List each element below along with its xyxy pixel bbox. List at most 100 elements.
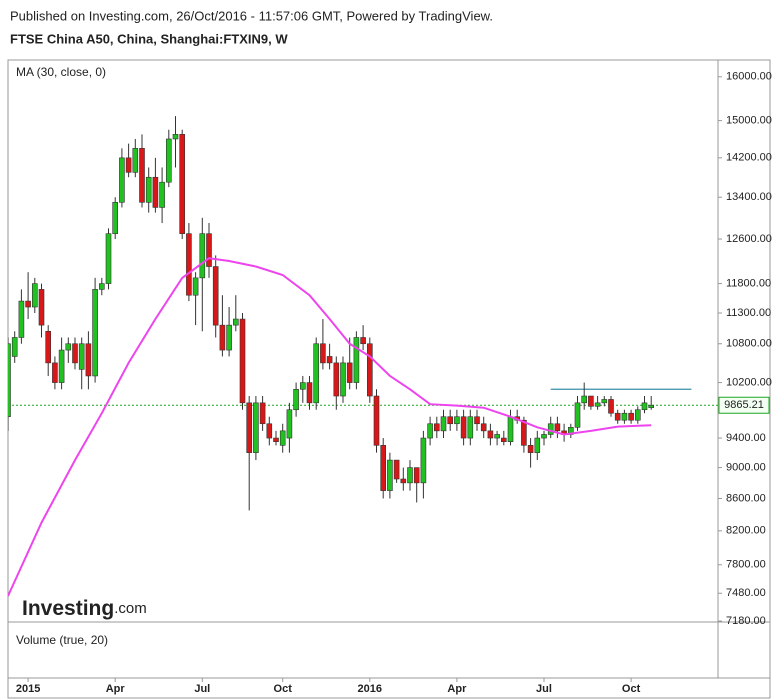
- candle-body: [340, 362, 346, 397]
- candle-body: [447, 416, 454, 425]
- candle-body: [65, 343, 72, 351]
- candle-body: [454, 416, 460, 425]
- y-tick-label: 8200.00: [726, 525, 766, 537]
- candle-body: [581, 395, 588, 404]
- y-tick-label: 7480.00: [726, 587, 766, 599]
- candle-body: [480, 423, 487, 432]
- candle-body: [500, 437, 507, 442]
- last-price-label: 9865.21: [724, 399, 764, 411]
- candle-body: [18, 300, 25, 338]
- candle-body: [641, 402, 648, 411]
- candle-body: [58, 349, 65, 383]
- candle-body: [112, 202, 118, 234]
- candle-body: [420, 437, 427, 484]
- candle-body: [192, 277, 199, 296]
- x-tick-label: Oct: [274, 683, 293, 695]
- candle-body: [360, 337, 366, 345]
- candle-body: [145, 176, 152, 203]
- logo-main: Investing: [22, 597, 114, 620]
- candle-body: [31, 283, 38, 308]
- candle-body: [521, 419, 527, 446]
- candle-body: [139, 148, 145, 203]
- candle-body: [219, 324, 226, 351]
- candle-body: [400, 478, 407, 484]
- x-tick-label: Jul: [194, 683, 210, 695]
- y-tick-label: 12600.00: [726, 233, 772, 245]
- candle-body: [393, 459, 400, 480]
- candle-body: [266, 423, 273, 439]
- candle-body: [105, 233, 112, 284]
- candle-body: [179, 134, 185, 234]
- candle-body: [547, 423, 554, 435]
- candle-body: [286, 409, 293, 439]
- x-tick-label: Apr: [106, 683, 126, 695]
- x-tick-label: Oct: [622, 683, 641, 695]
- candle-body: [320, 343, 326, 364]
- candle-body: [78, 343, 85, 370]
- candle-body: [353, 337, 360, 383]
- candle-body: [313, 343, 320, 404]
- y-tick-label: 7180.00: [726, 615, 766, 627]
- ma-line: [8, 257, 652, 597]
- y-tick-label: 16000.00: [726, 71, 772, 83]
- candle-body: [608, 399, 614, 414]
- candle-body: [387, 459, 393, 491]
- candle-body: [206, 233, 212, 267]
- candle-body: [11, 337, 18, 357]
- y-tick-label: 10200.00: [726, 376, 772, 388]
- candle-body: [233, 318, 239, 326]
- candle-body: [628, 412, 634, 421]
- candle-body: [440, 416, 447, 432]
- candle-body: [534, 437, 541, 453]
- candle-body: [554, 423, 561, 432]
- candle-body: [299, 382, 306, 390]
- candle-body: [273, 437, 279, 442]
- last-price-tag: [718, 396, 770, 414]
- y-tick-label: 14200.00: [726, 152, 772, 164]
- candle-body: [152, 176, 159, 208]
- y-tick-label: 11800.00: [726, 278, 771, 290]
- x-tick-label: Apr: [447, 683, 467, 695]
- candle-body: [413, 467, 420, 484]
- candle-body: [648, 404, 655, 408]
- candle-body: [259, 402, 266, 425]
- y-tick-label: 9400.00: [726, 432, 766, 444]
- y-tick-label: 15000.00: [726, 115, 772, 127]
- candle-body: [92, 289, 98, 377]
- candle-body: [326, 356, 333, 364]
- candle-body: [594, 402, 601, 407]
- candle-body: [25, 300, 31, 308]
- x-tick-label: 2015: [16, 683, 40, 695]
- candle-body: [85, 343, 92, 377]
- volume-label: Volume (true, 20): [16, 633, 108, 647]
- candle-body: [306, 382, 313, 404]
- candle-body: [246, 402, 252, 453]
- candle-body: [333, 362, 340, 397]
- candle-body: [494, 434, 500, 439]
- candle-body: [239, 318, 246, 404]
- candle-body: [52, 362, 58, 383]
- candle-body: [373, 395, 380, 446]
- candle-body: [212, 266, 219, 326]
- candle-body: [172, 134, 179, 140]
- candle-body: [226, 324, 232, 351]
- candle-body: [380, 445, 387, 491]
- candle-body: [634, 409, 641, 421]
- y-tick-label: 13400.00: [726, 191, 772, 203]
- candle-body: [279, 430, 286, 446]
- candle-body: [38, 289, 45, 326]
- candle-body: [199, 233, 206, 279]
- candle-body: [253, 402, 259, 453]
- candle-body: [407, 467, 413, 484]
- candle-body: [366, 343, 373, 397]
- candle-body: [45, 330, 52, 364]
- candle-body: [474, 416, 480, 425]
- candle-body: [72, 343, 78, 364]
- candle-body: [460, 416, 467, 439]
- subtitle: Published on Investing.com, 26/Oct/2016 …: [10, 8, 493, 23]
- ma-label: MA (30, close, 0): [16, 65, 106, 79]
- candle-body: [601, 399, 608, 404]
- candle-body: [293, 388, 299, 411]
